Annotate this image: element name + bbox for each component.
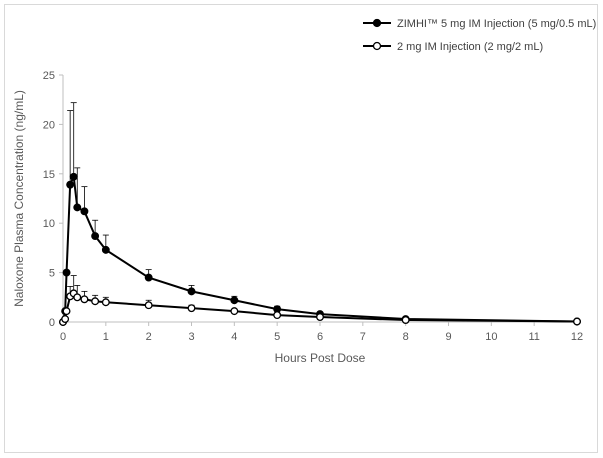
data-point xyxy=(316,313,324,322)
data-point xyxy=(80,207,89,216)
data-point xyxy=(273,311,282,320)
y-axis-title: Naloxone Plasma Concentration (ng/mL) xyxy=(12,90,26,307)
series-line xyxy=(62,173,578,323)
data-point xyxy=(230,307,239,316)
data-point xyxy=(144,301,153,310)
x-tick-label: 9 xyxy=(445,331,451,343)
legend: ZIMHI™ 5 mg IM Injection (5 mg/0.5 mL) 2 … xyxy=(363,18,596,53)
x-tick-label: 5 xyxy=(274,331,280,343)
data-point xyxy=(187,304,196,313)
y-tick-label: 10 xyxy=(43,218,55,230)
x-tick-label: 1 xyxy=(103,331,109,343)
chart-frame: 0 5 10 15 20 25 0 1 2 3 4 5 6 7 8 9 10 11 12 ZIMHI™ 5 mg I… xyxy=(4,4,598,453)
legend-marker xyxy=(372,41,382,51)
data-point xyxy=(101,298,110,307)
legend-label: ZIMHI™ 5 mg IM Injection (5 mg/0.5 mL) xyxy=(397,18,596,30)
x-tick-label: 8 xyxy=(403,331,409,343)
y-tick-label: 20 xyxy=(43,119,55,131)
data-point xyxy=(573,317,581,326)
x-tick-label: 10 xyxy=(485,331,497,343)
data-point xyxy=(61,315,70,323)
data-point xyxy=(144,273,153,282)
y-tick-label: 5 xyxy=(49,268,55,280)
x-tick-label: 11 xyxy=(528,331,539,343)
x-tick-label: 7 xyxy=(360,331,366,343)
y-tick-label: 25 xyxy=(43,70,55,82)
x-tick-label: 4 xyxy=(231,331,237,343)
x-tick-label: 12 xyxy=(571,331,583,343)
legend-marker xyxy=(372,18,382,28)
data-point xyxy=(401,316,410,324)
data-point xyxy=(91,232,100,240)
x-tick-label: 3 xyxy=(188,331,194,343)
x-tick-label: 6 xyxy=(317,331,323,343)
x-tick-label: 2 xyxy=(146,331,152,343)
data-point xyxy=(62,268,71,277)
x-axis-title: Hours Post Dose xyxy=(275,351,366,365)
y-tick-label: 15 xyxy=(43,169,55,181)
legend-label: 2 mg IM Injection (2 mg/2 mL) xyxy=(397,41,543,53)
data-point xyxy=(73,293,82,302)
data-point xyxy=(230,296,239,305)
y-tick-label: 0 xyxy=(49,317,55,329)
data-point xyxy=(101,245,110,254)
x-tick-label: 0 xyxy=(60,331,66,343)
data-point xyxy=(187,287,196,296)
data-point xyxy=(91,297,100,306)
data-point xyxy=(73,203,82,212)
series-line xyxy=(62,291,578,323)
data-point xyxy=(62,307,71,316)
data-point xyxy=(80,295,89,304)
data-point xyxy=(66,180,75,189)
data-point xyxy=(69,172,78,181)
